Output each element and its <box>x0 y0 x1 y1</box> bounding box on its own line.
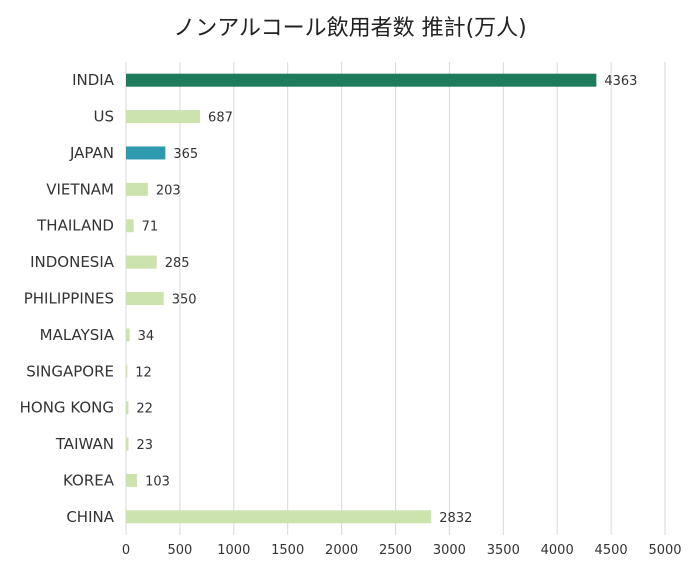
value-label: 2832 <box>439 511 472 526</box>
bar-us <box>126 110 201 124</box>
category-label: CHINA <box>66 508 114 526</box>
x-tick-label: 4000 <box>541 543 574 558</box>
category-label: JAPAN <box>69 144 114 162</box>
value-label: 22 <box>136 402 153 417</box>
value-label: 350 <box>172 293 197 308</box>
x-tick-label: 4500 <box>595 543 628 558</box>
x-tick-label: 5000 <box>648 543 681 558</box>
bar-china <box>126 510 432 524</box>
x-tick-label: 500 <box>167 543 192 558</box>
x-tick-label: 1500 <box>271 543 304 558</box>
value-label: 23 <box>136 438 153 453</box>
chart-title: ノンアルコール飲用者数 推計(万人) <box>173 16 527 41</box>
category-label: INDIA <box>72 71 115 89</box>
bar-indonesia <box>126 255 157 269</box>
value-label: 12 <box>135 365 152 380</box>
category-label: KOREA <box>63 471 115 489</box>
value-label: 4363 <box>604 74 637 89</box>
bar-india <box>126 73 597 87</box>
bar-singapore <box>126 364 128 378</box>
x-tick-label: 3500 <box>487 543 520 558</box>
x-tick-label: 0 <box>122 543 130 558</box>
category-label: PHILIPPINES <box>24 290 114 308</box>
x-tick-label: 2000 <box>325 543 358 558</box>
value-label: 34 <box>138 329 155 344</box>
value-label: 71 <box>142 220 159 235</box>
bar-vietnam <box>126 182 148 196</box>
value-label: 365 <box>173 147 198 162</box>
bar-thailand <box>126 219 134 233</box>
value-label: 687 <box>208 111 233 126</box>
category-label: THAILAND <box>36 217 114 235</box>
category-label: INDONESIA <box>30 253 115 271</box>
bar-japan <box>126 146 166 160</box>
x-tick-label: 2500 <box>379 543 412 558</box>
bar-korea <box>126 473 138 487</box>
category-label: SINGAPORE <box>26 362 114 380</box>
value-label: 203 <box>156 183 181 198</box>
category-label: MALAYSIA <box>40 326 115 344</box>
bar-taiwan <box>126 437 129 451</box>
value-label: 103 <box>145 474 170 489</box>
bar-philippines <box>126 292 164 305</box>
value-label: 285 <box>165 256 190 271</box>
bar-hong-kong <box>126 401 129 415</box>
category-label: VIETNAM <box>46 180 114 198</box>
category-label: HONG KONG <box>20 399 114 417</box>
bar-malaysia <box>126 328 130 342</box>
x-tick-label: 3000 <box>433 543 466 558</box>
category-label: US <box>93 108 114 126</box>
x-tick-label: 1000 <box>217 543 250 558</box>
category-label: TAIWAN <box>55 435 114 453</box>
